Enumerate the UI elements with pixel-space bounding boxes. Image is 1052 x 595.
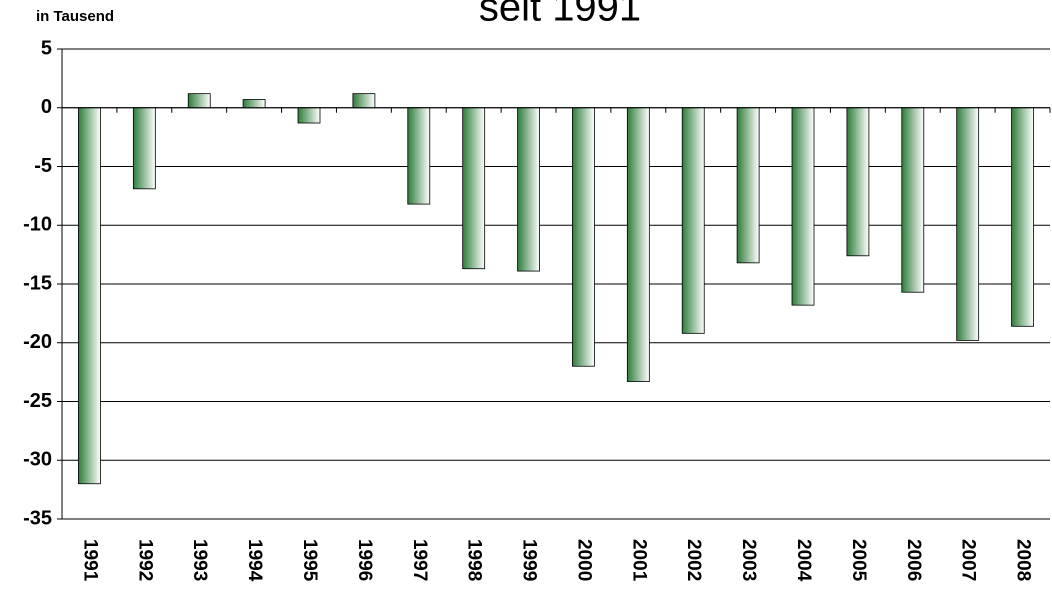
bar	[462, 107, 486, 270]
y-tick-label: -20	[23, 331, 52, 353]
bar	[846, 107, 870, 257]
y-tick-label: -35	[23, 507, 52, 529]
bar	[297, 107, 321, 124]
bar	[517, 107, 540, 272]
bar	[901, 107, 925, 293]
x-tick-label: 1996	[354, 539, 375, 581]
x-tick-label: 2004	[793, 539, 814, 582]
y-tick-label: -10	[23, 214, 52, 236]
y-tick-label: 0	[41, 96, 52, 118]
x-tick-label: 1993	[189, 539, 210, 581]
y-tick-label: 5	[41, 37, 52, 59]
x-tick-label: 1995	[299, 539, 320, 582]
bar	[791, 107, 815, 306]
x-tick-label: 2008	[1013, 539, 1034, 581]
bar	[187, 93, 211, 109]
x-tick-label: 1999	[519, 539, 540, 581]
x-tick-label: 1994	[244, 539, 265, 582]
x-tick-label: 2007	[958, 539, 979, 581]
x-tick-label: 1998	[464, 539, 485, 581]
x-tick-label: 1991	[79, 539, 100, 582]
x-tick-label: 2001	[628, 539, 649, 582]
y-tick-label: -15	[23, 272, 52, 294]
y-axis-label: in Tausend	[36, 8, 114, 25]
x-tick-label: 2003	[738, 539, 759, 581]
bar	[956, 107, 980, 341]
y-tick-label: -30	[23, 449, 52, 471]
bar	[1011, 107, 1034, 327]
y-tick-label: -25	[23, 390, 52, 412]
x-tick-label: 2005	[848, 539, 869, 582]
bar	[78, 107, 101, 485]
chart-title: seit 1991	[479, 0, 641, 30]
x-tick-label: 2002	[683, 539, 704, 581]
bar	[242, 99, 266, 109]
bar	[132, 107, 156, 190]
bar	[572, 107, 595, 367]
bar	[736, 107, 760, 264]
x-tick-label: 2006	[903, 539, 924, 581]
bar	[407, 107, 431, 205]
bar	[681, 107, 705, 334]
x-tick-label: 1992	[134, 539, 155, 581]
x-tick-label: 2000	[573, 539, 594, 581]
bar	[352, 93, 376, 109]
bar	[626, 107, 650, 382]
y-tick-label: -5	[34, 155, 52, 177]
x-tick-label: 1997	[409, 539, 430, 581]
